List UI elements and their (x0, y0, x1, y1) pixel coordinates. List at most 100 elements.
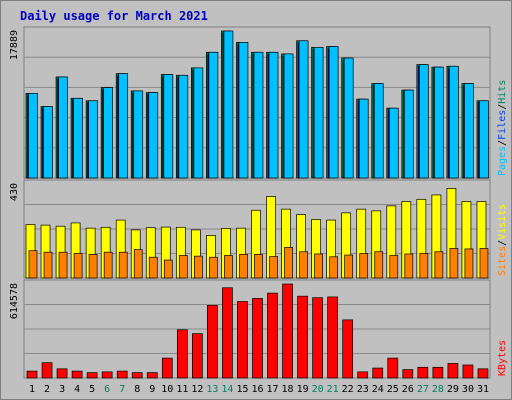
day-label: 14 (221, 384, 233, 395)
day-label: 2 (44, 384, 50, 395)
pages-bar (358, 98, 369, 179)
top-legend: Pages/Files/Hits (497, 80, 508, 176)
kbytes-bar (26, 370, 38, 379)
day-label: 22 (342, 384, 354, 395)
pages-bar (328, 46, 339, 179)
day-label: 26 (402, 384, 414, 395)
kbytes-bar (237, 301, 248, 379)
sites-bar (299, 251, 308, 279)
kbytes-bar (131, 372, 143, 379)
kbytes-bar (297, 295, 308, 379)
pages-bar (148, 92, 159, 179)
day-label: 17 (267, 384, 279, 395)
legend-item-visits: Visits (497, 204, 508, 240)
pages-bar (479, 100, 489, 179)
pages-bar (313, 46, 324, 179)
kbytes-bar (342, 319, 354, 379)
kbytes-bar (207, 304, 218, 379)
legend-item-hits: Hits (497, 80, 508, 104)
kbytes-bar (267, 292, 278, 379)
sites-bar (329, 256, 338, 279)
kbytes-bar (312, 297, 323, 379)
day-label: 30 (462, 384, 474, 395)
visits-sites-panel: 430 Sites/Visits (9, 179, 508, 279)
sites-bar (284, 247, 293, 279)
legend-item-: / (497, 140, 508, 146)
pages-bar (268, 51, 279, 179)
chart-panels: 17889 Pages/Files/Hits 430Sites/Visits6145… (9, 26, 508, 379)
pages-bar (253, 51, 264, 179)
day-label: 24 (372, 384, 384, 395)
pages-bar (388, 107, 399, 179)
pages-bar (103, 87, 114, 179)
day-label: 15 (236, 384, 248, 395)
kbytes-bar (282, 283, 293, 379)
day-label: 5 (89, 384, 95, 395)
day-label: 28 (432, 384, 444, 395)
kbytes-bar (116, 370, 128, 379)
day-label: 10 (161, 384, 173, 395)
kbytes-bar (86, 372, 98, 379)
sites-bar (464, 248, 474, 279)
kbytes-panel: 614578 KBytes (9, 279, 508, 379)
kbytes-bar (101, 371, 113, 379)
day-label: 6 (104, 384, 110, 395)
day-label: 27 (417, 384, 429, 395)
day-label: 25 (387, 384, 399, 395)
sites-bar (58, 251, 68, 279)
kbytes-bar (252, 298, 263, 379)
sites-bar (103, 251, 113, 279)
day-label: 16 (251, 384, 263, 395)
day-label: 31 (477, 384, 489, 395)
kbytes-bar (417, 366, 429, 379)
pages-bar (373, 83, 384, 179)
day-label: 29 (447, 384, 459, 395)
sites-bar (178, 255, 188, 279)
sites-bar (374, 251, 384, 279)
day-label: 12 (191, 384, 203, 395)
pages-bar (208, 51, 219, 179)
sites-bar (43, 251, 53, 279)
sites-bar (209, 256, 218, 279)
day-label: 11 (176, 384, 188, 395)
pages-bar (238, 42, 249, 179)
pages-bar (343, 57, 354, 179)
kbytes-bar (56, 368, 68, 379)
sites-bar (404, 253, 414, 279)
day-label: 13 (206, 384, 218, 395)
sites-bar (73, 253, 83, 279)
sites-bar (449, 248, 459, 279)
legend-item-kbytes: KBytes (497, 340, 508, 376)
pages-bar (193, 67, 204, 179)
legend-item-: / (497, 240, 508, 246)
pages-bar (133, 90, 144, 179)
legend-item-: / (497, 104, 508, 110)
pages-bar (298, 40, 309, 179)
pages-bar (58, 76, 68, 179)
sites-bar (359, 253, 369, 279)
day-label: 19 (297, 384, 309, 395)
kbytes-bar (146, 372, 158, 379)
top-ymax-label: 17889 (9, 30, 20, 60)
kbytes-bar (161, 357, 173, 379)
sites-bar (314, 253, 323, 279)
day-label: 20 (312, 384, 324, 395)
sites-bar (118, 251, 128, 279)
chart-title: Daily usage for March 2021 (20, 9, 208, 23)
sites-bar (344, 254, 354, 279)
day-label: 4 (74, 384, 80, 395)
kbytes-bar (71, 370, 83, 379)
kbytes-bar (432, 366, 444, 379)
kbytes-bar (447, 363, 459, 379)
sites-bar (389, 255, 399, 279)
pages-bar (418, 64, 429, 179)
kbytes-bar (41, 362, 53, 379)
day-label: 3 (59, 384, 65, 395)
sites-bar (88, 254, 98, 279)
day-label: 8 (134, 384, 140, 395)
day-labels: 1 2 3 4 5 6 7 8 9 10 11 12 13 14 15 16 17 18 19 20 21 22 23 24 2… (29, 384, 489, 395)
legend-item-files: Files (497, 110, 508, 140)
kbytes-bar (327, 296, 338, 379)
pages-bar (434, 66, 444, 179)
